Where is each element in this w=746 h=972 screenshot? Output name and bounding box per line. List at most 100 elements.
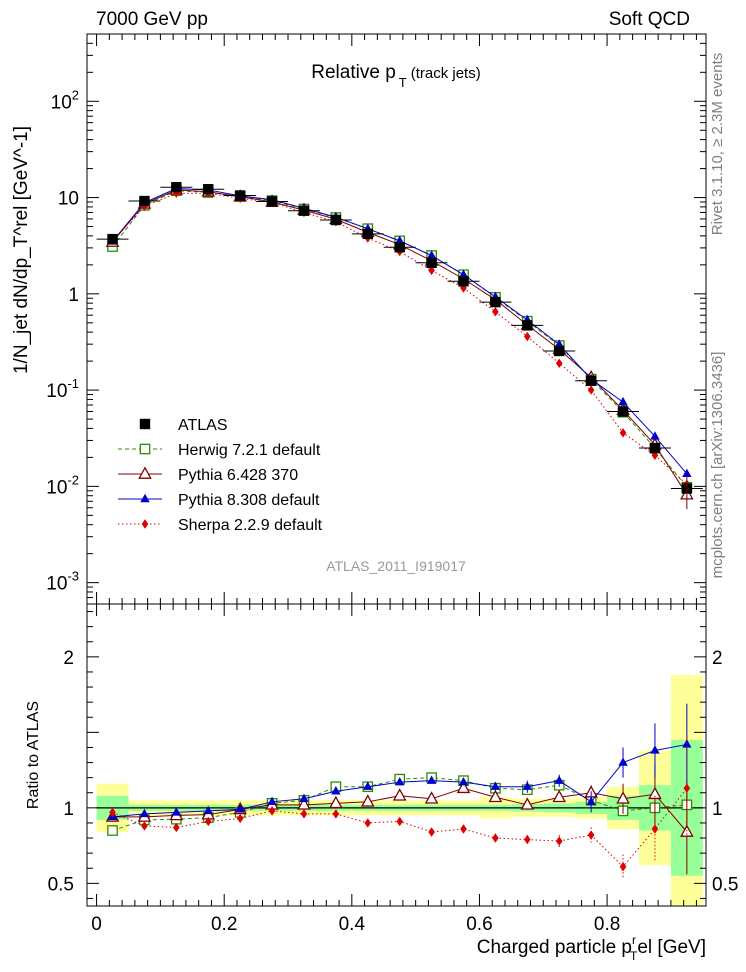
point-atlas <box>490 296 501 308</box>
ratio-point-pythia-8-308-default <box>299 793 309 802</box>
ratio-point-pythia-8-308-default <box>426 775 437 784</box>
ratio-y-tick-label-right: 0.5 <box>712 874 738 895</box>
point-atlas <box>139 195 150 207</box>
ratio-point-pythia-8-308-default <box>394 776 405 786</box>
ratio-point-sherpa-2-2-9-default <box>332 809 340 819</box>
legend-label-herwig-7-2-1-default: Herwig 7.2.1 default <box>178 442 321 459</box>
y-tick-label: 10-3 <box>46 569 79 595</box>
ratio-point-sherpa-2-2-9-default <box>204 816 212 827</box>
ratio-point-sherpa-2-2-9-default <box>141 821 148 831</box>
point-pythia-8-308-default <box>554 339 564 348</box>
ratio-point-pythia-8-308-default <box>490 781 501 790</box>
point-sherpa-2-2-9-default <box>492 307 499 317</box>
legend-label-pythia-8-308-default: Pythia 8.308 default <box>178 492 320 509</box>
ratio-point-herwig-7-2-1-default <box>107 825 118 836</box>
y-tick-label: 102 <box>51 87 79 113</box>
point-atlas <box>362 228 373 240</box>
ratio-point-pythia-8-308-default <box>331 786 341 795</box>
ratio-point-sherpa-2-2-9-default <box>396 816 403 827</box>
point-atlas <box>617 406 629 417</box>
y-tick-label-exponent: -3 <box>67 569 79 584</box>
y-tick-label-base: 10 <box>46 381 67 402</box>
point-atlas <box>330 214 342 226</box>
point-pythia-8-308-default <box>618 396 628 406</box>
ratio-point-sherpa-2-2-9-default <box>524 834 531 845</box>
ratio-point-pythia-6-428-370 <box>456 780 471 794</box>
ratio-point-sherpa-2-2-9-default <box>555 836 563 846</box>
ratio-point-sherpa-2-2-9-default <box>428 827 435 837</box>
legend-marker-sherpa-2-2-9-default <box>141 519 149 529</box>
ratio-point-pythia-6-428-370 <box>392 788 407 801</box>
ratio-point-pythia-6-428-370 <box>520 797 535 810</box>
legend-label-sherpa-2-2-9-default: Sherpa 2.2.9 default <box>178 517 323 534</box>
point-atlas <box>234 190 246 201</box>
ratio-y-axis-label: Ratio to ATLAS <box>25 701 42 809</box>
ratio-point-pythia-8-308-default <box>203 805 213 815</box>
ratio-y-tick-label: 2 <box>63 648 74 669</box>
point-atlas <box>107 233 118 245</box>
point-sherpa-2-2-9-default <box>524 331 531 342</box>
ratio-point-pythia-8-308-default <box>139 808 150 818</box>
legend-marker-pythia-6-428-370 <box>138 466 152 479</box>
point-atlas <box>585 375 597 386</box>
legend-label-pythia-6-428-370: Pythia 6.428 370 <box>178 467 298 484</box>
point-atlas <box>426 257 437 269</box>
x-tick-label: 0.8 <box>594 914 620 935</box>
ratio-point-sherpa-2-2-9-default <box>109 807 116 818</box>
ratio-point-pythia-6-428-370 <box>297 797 311 810</box>
y-axis-label: 1/N_jet dN/dp_T^rel [GeV^-1] <box>11 126 32 374</box>
ratio-point-pythia-8-308-default <box>458 776 469 786</box>
analysis-watermark: ATLAS_2011_I919017 <box>326 558 466 574</box>
ratio-point-sherpa-2-2-9-default <box>173 822 180 833</box>
x-axis-label-tail: el [GeV] <box>637 937 706 958</box>
ratio-point-pythia-8-308-default <box>171 807 182 816</box>
point-atlas <box>171 182 182 193</box>
ratio-point-pythia-6-428-370 <box>552 789 567 803</box>
y-tick-label: 10-1 <box>46 376 79 402</box>
rivet-version-label: Rivet 3.1.10, ≥ 2.3M events <box>709 53 726 236</box>
legend: ATLAS Herwig 7.2.1 default Pythia 6.428 37… <box>118 417 323 534</box>
ratio-point-pythia-8-308-default <box>618 757 628 766</box>
ratio-point-pythia-6-428-370 <box>329 795 343 809</box>
chart-title-sub: T <box>399 75 407 90</box>
ratio-point-pythia-6-428-370 <box>360 794 375 807</box>
chart-title-main: Relative p <box>311 62 396 83</box>
ratio-y-tick-label: 1 <box>63 799 74 820</box>
ratio-y-tick-label: 0.5 <box>48 874 74 895</box>
header-beam-label: 7000 GeV pp <box>96 9 208 30</box>
ratio-point-sherpa-2-2-9-default <box>651 824 659 834</box>
y-tick-label-base: 10 <box>51 92 72 113</box>
x-tick-label: 0.2 <box>211 914 237 935</box>
point-sherpa-2-2-9-default <box>428 265 435 276</box>
point-pythia-8-308-default <box>426 250 437 259</box>
point-pythia-8-308-default <box>394 235 405 245</box>
ratio-point-pythia-8-308-default <box>650 745 660 754</box>
point-sherpa-2-2-9-default <box>619 428 627 438</box>
y-tick-label: 10-2 <box>46 472 79 498</box>
point-atlas <box>298 205 310 216</box>
y-tick-label: 10 <box>58 189 79 210</box>
ratio-point-sherpa-2-2-9-default <box>364 818 372 828</box>
point-pythia-8-308-default <box>650 431 660 440</box>
ratio-y-tick-label-right: 2 <box>712 648 723 669</box>
ratio-point-pythia-8-308-default <box>554 775 564 784</box>
ratio-point-pythia-6-428-370 <box>424 791 439 804</box>
x-axis-label-sup: r <box>632 933 636 947</box>
ratio-point-sherpa-2-2-9-default <box>236 813 244 824</box>
ratio-point-pythia-8-308-default <box>363 781 373 790</box>
ratio-frame <box>86 603 707 907</box>
point-atlas <box>203 184 214 195</box>
x-axis-label-sub: T <box>630 949 638 963</box>
point-sherpa-2-2-9-default <box>587 385 595 395</box>
ratio-panel: 0 0.2 0.4 0.6 0.8 0.5 0.5 1 1 2 2 Ratio to ATLAS Cha… <box>25 603 738 963</box>
ratio-point-pythia-8-308-default <box>267 796 277 806</box>
x-axis-label: Charged particle pr Tel [GeV] <box>477 933 706 963</box>
ratio-point-pythia-8-308-default <box>235 804 245 813</box>
ratio-point-sherpa-2-2-9-default <box>683 783 691 793</box>
x-tick-label: 0.6 <box>466 914 492 935</box>
ratio-point-sherpa-2-2-9-default <box>268 806 276 816</box>
header-category-label: Soft QCD <box>609 9 690 30</box>
ratio-y-tick-label-right: 1 <box>712 799 723 820</box>
